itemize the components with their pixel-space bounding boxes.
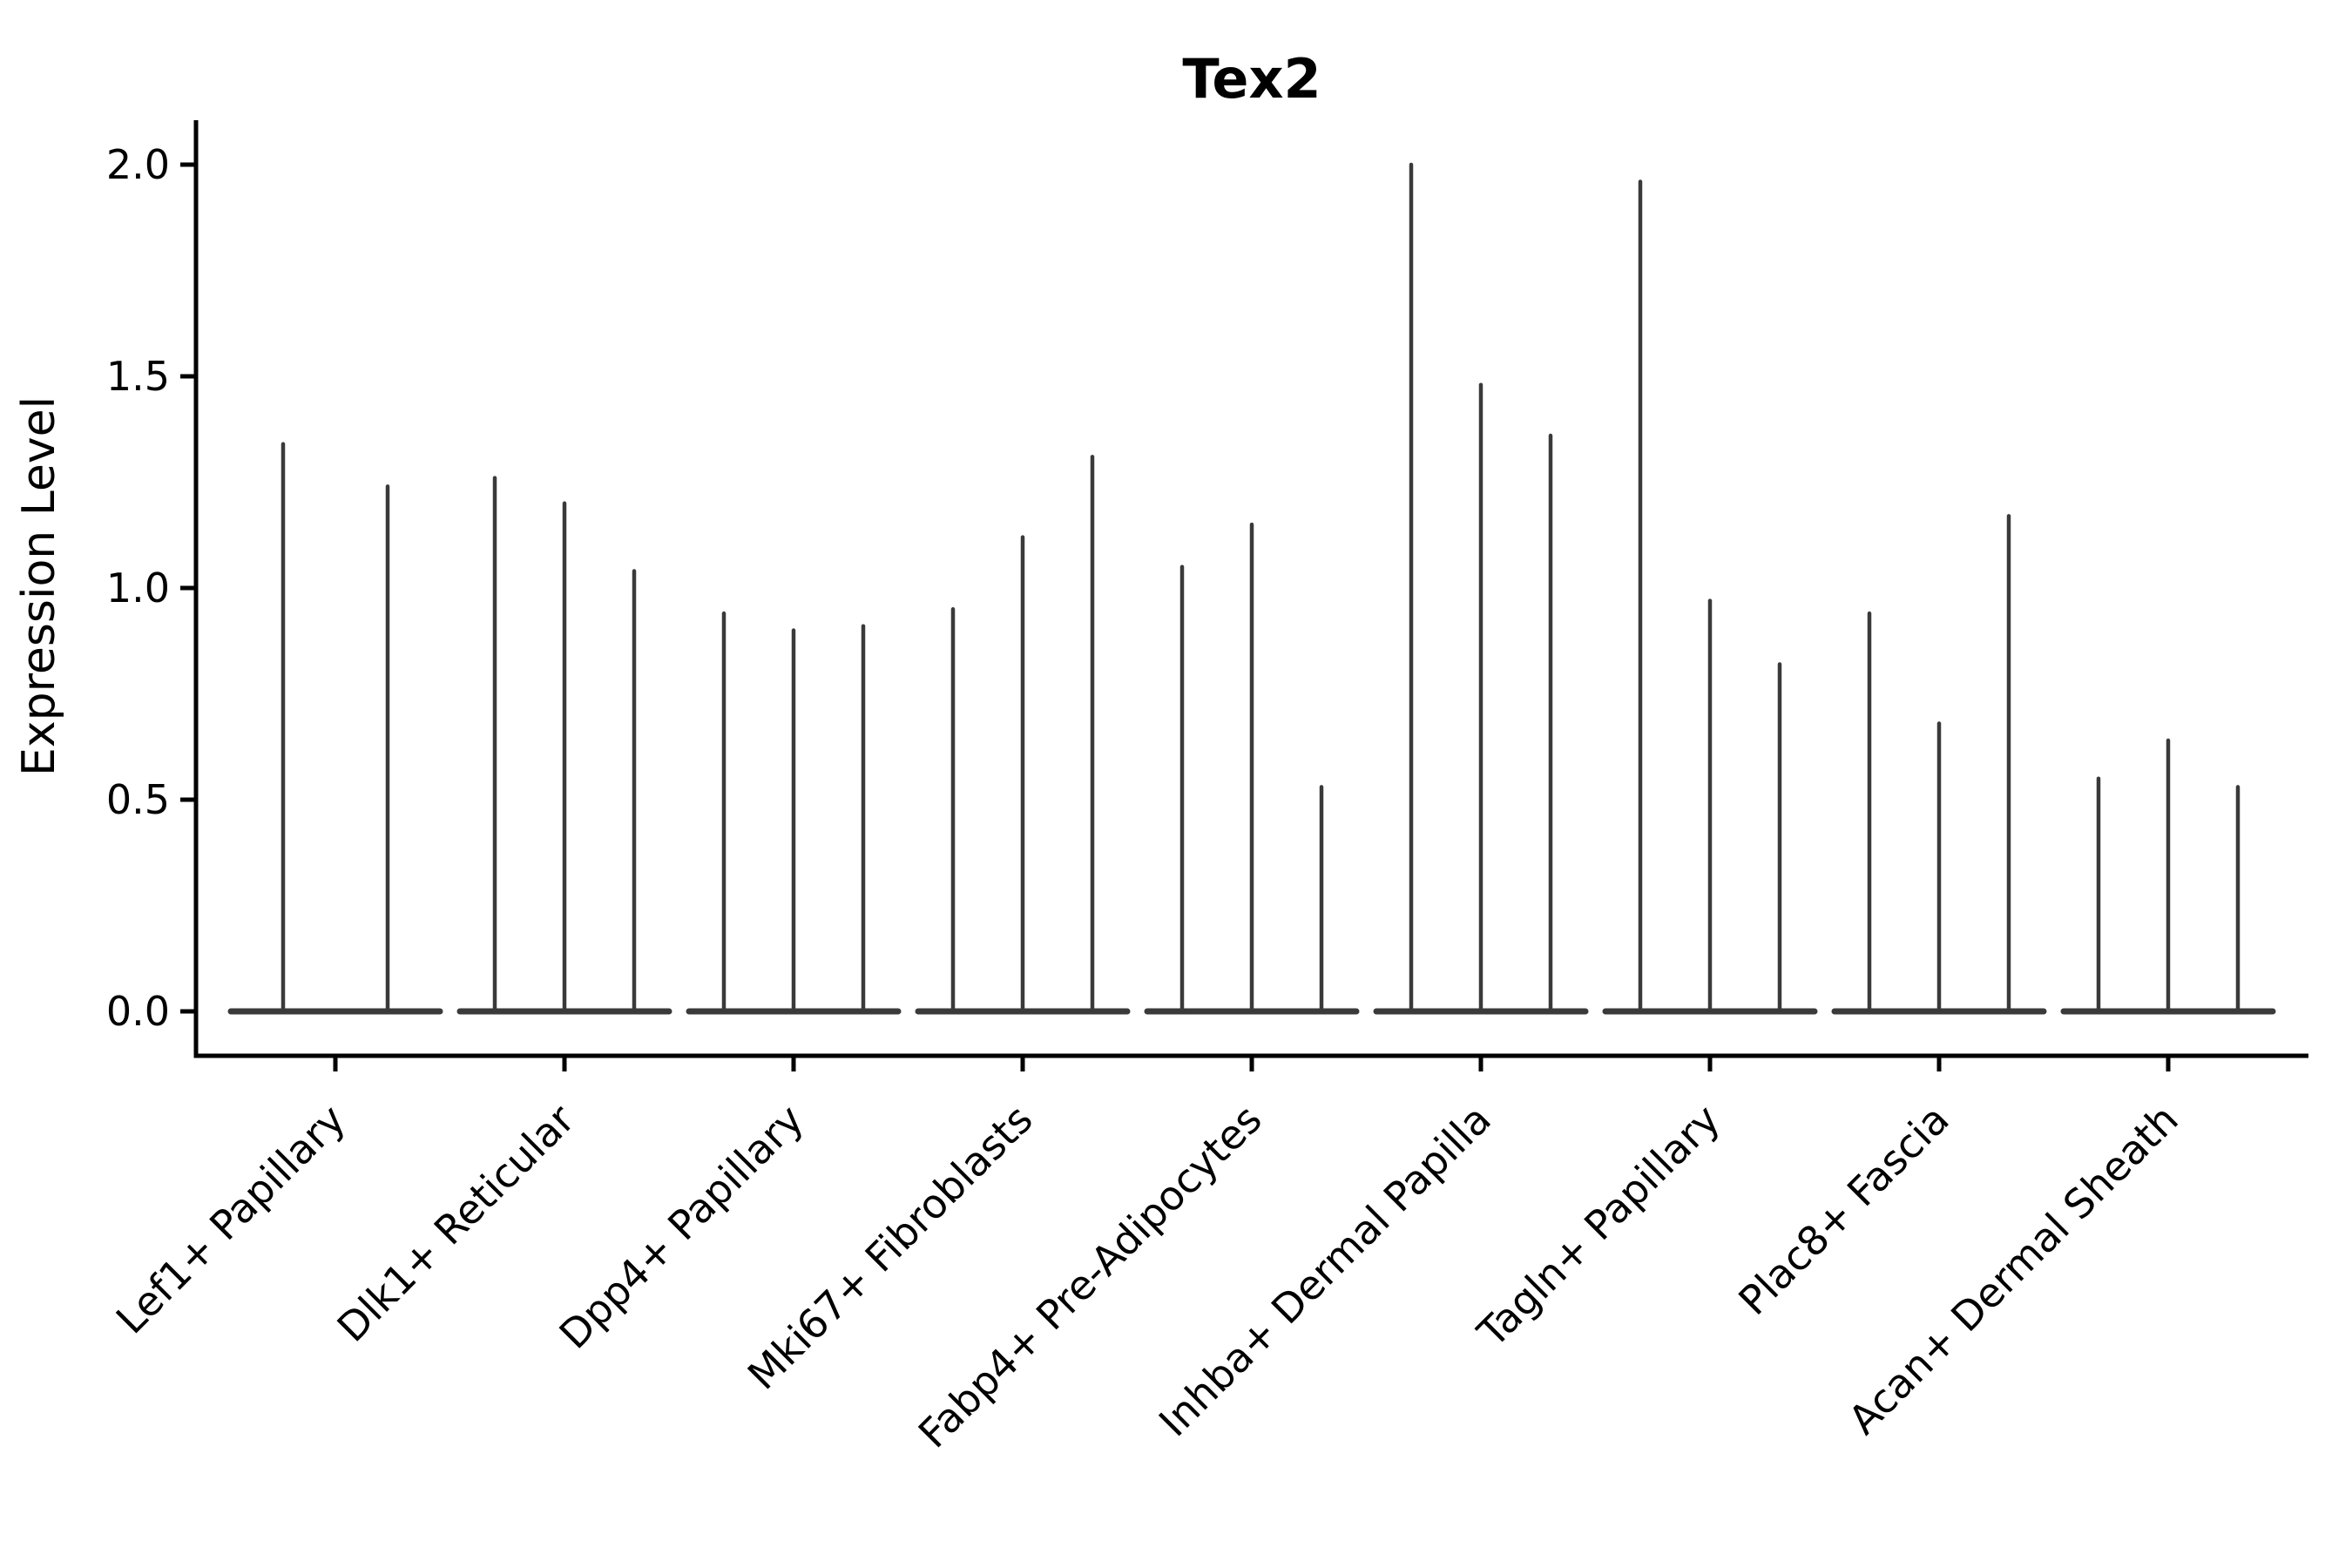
x-tick-label: Dlk1+ Reticular	[328, 1096, 584, 1351]
y-tick-label: 1.0	[106, 564, 170, 612]
x-tick-label: Lef1+ Papillary	[107, 1096, 355, 1343]
y-tick-label: 0.0	[106, 988, 170, 1035]
y-axis-label: Expression Level	[13, 396, 65, 776]
x-tick-label: Plac8+ Fascia	[1729, 1096, 1957, 1324]
y-tick-label: 1.5	[106, 353, 170, 400]
x-tick-label: Tagln+ Papillary	[1468, 1096, 1729, 1357]
y-tick-label: 2.0	[106, 141, 170, 188]
x-tick-label: Dpp4+ Papillary	[551, 1096, 813, 1358]
chart-title: Tex2	[1182, 47, 1321, 111]
y-tick-label: 0.5	[106, 776, 170, 823]
